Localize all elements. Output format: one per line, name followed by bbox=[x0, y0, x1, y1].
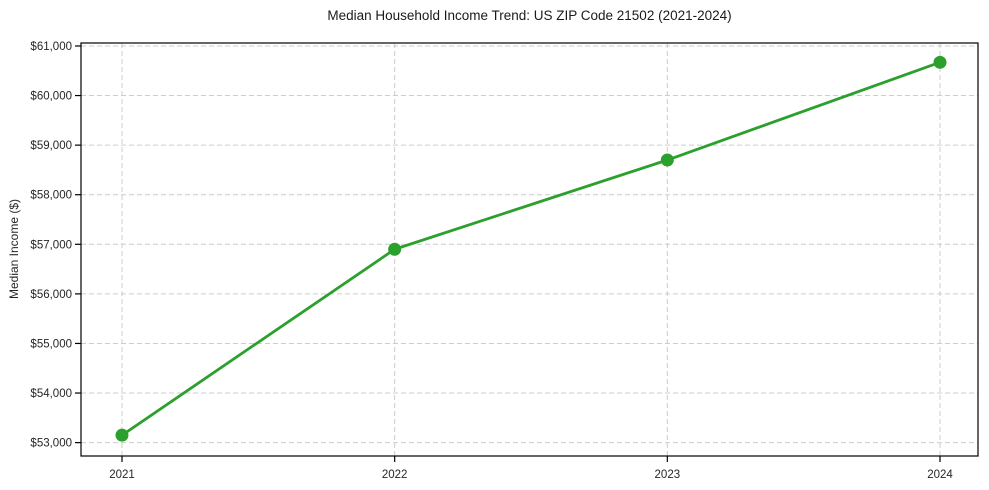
data-point-2022 bbox=[388, 242, 402, 256]
x-tick-label: 2022 bbox=[382, 469, 408, 481]
y-tick-label: $53,000 bbox=[30, 438, 72, 450]
data-point-2021 bbox=[115, 428, 129, 442]
chart-title: Median Household Income Trend: US ZIP Co… bbox=[327, 8, 732, 23]
gridlines bbox=[81, 43, 978, 456]
y-tick-label: $58,000 bbox=[30, 190, 72, 202]
x-tick-label: 2024 bbox=[927, 469, 953, 481]
y-tick-label: $55,000 bbox=[30, 338, 72, 350]
x-tick-label: 2023 bbox=[655, 469, 681, 481]
y-tick-label: $56,000 bbox=[30, 289, 72, 301]
plot-border bbox=[80, 42, 979, 457]
axis-ticks: $53,000 $54,000 $55,000 $56,000 $57,000 $58,0… bbox=[30, 41, 953, 481]
data-point-2023 bbox=[660, 153, 674, 167]
y-tick-label: $59,000 bbox=[30, 140, 72, 152]
y-tick-label: $60,000 bbox=[30, 91, 72, 103]
y-tick-label: $54,000 bbox=[30, 388, 72, 400]
x-tick-label: 2021 bbox=[109, 469, 135, 481]
data-point-2024 bbox=[933, 55, 947, 69]
y-tick-label: $61,000 bbox=[30, 41, 72, 53]
y-tick-label: $57,000 bbox=[30, 239, 72, 251]
trend-line bbox=[121, 61, 941, 437]
